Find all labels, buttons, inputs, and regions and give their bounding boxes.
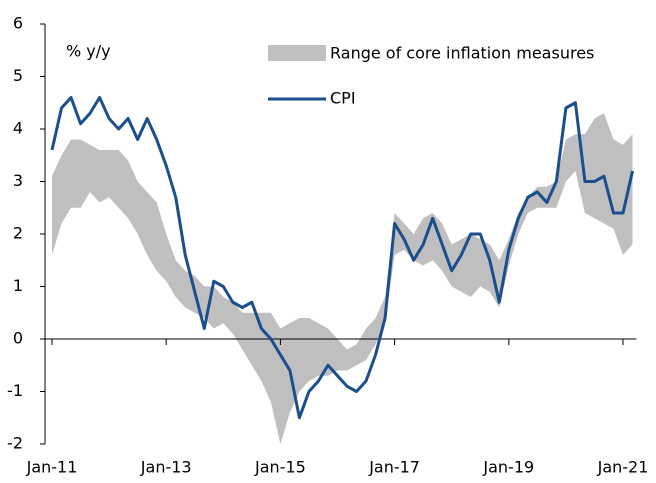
legend-label: Range of core inflation measures	[330, 44, 594, 63]
y-tick-label: -2	[7, 434, 23, 453]
x-tick-label: Jan-11	[26, 458, 78, 477]
x-tick-label: Jan-15	[254, 458, 306, 477]
x-tick-label: Jan-13	[140, 458, 192, 477]
y-tick-label: 6	[13, 14, 23, 33]
y-tick-label: 4	[13, 119, 23, 138]
y-tick-label: 5	[13, 66, 23, 85]
x-tick-label: Jan-21	[597, 458, 649, 477]
legend-label: CPI	[330, 89, 356, 108]
y-tick-label: 1	[13, 276, 23, 295]
y-axis-label: % y/y	[66, 42, 111, 61]
y-tick-label: 0	[13, 329, 23, 348]
cpi-line	[50, 96, 634, 420]
x-tick-label: Jan-17	[368, 458, 420, 477]
y-tick-label: 3	[13, 171, 23, 190]
y-tick-label: -1	[7, 381, 23, 400]
range-band	[52, 113, 633, 444]
legend-swatch	[268, 45, 326, 61]
y-tick-label: 2	[13, 224, 23, 243]
x-tick-label: Jan-19	[482, 458, 534, 477]
